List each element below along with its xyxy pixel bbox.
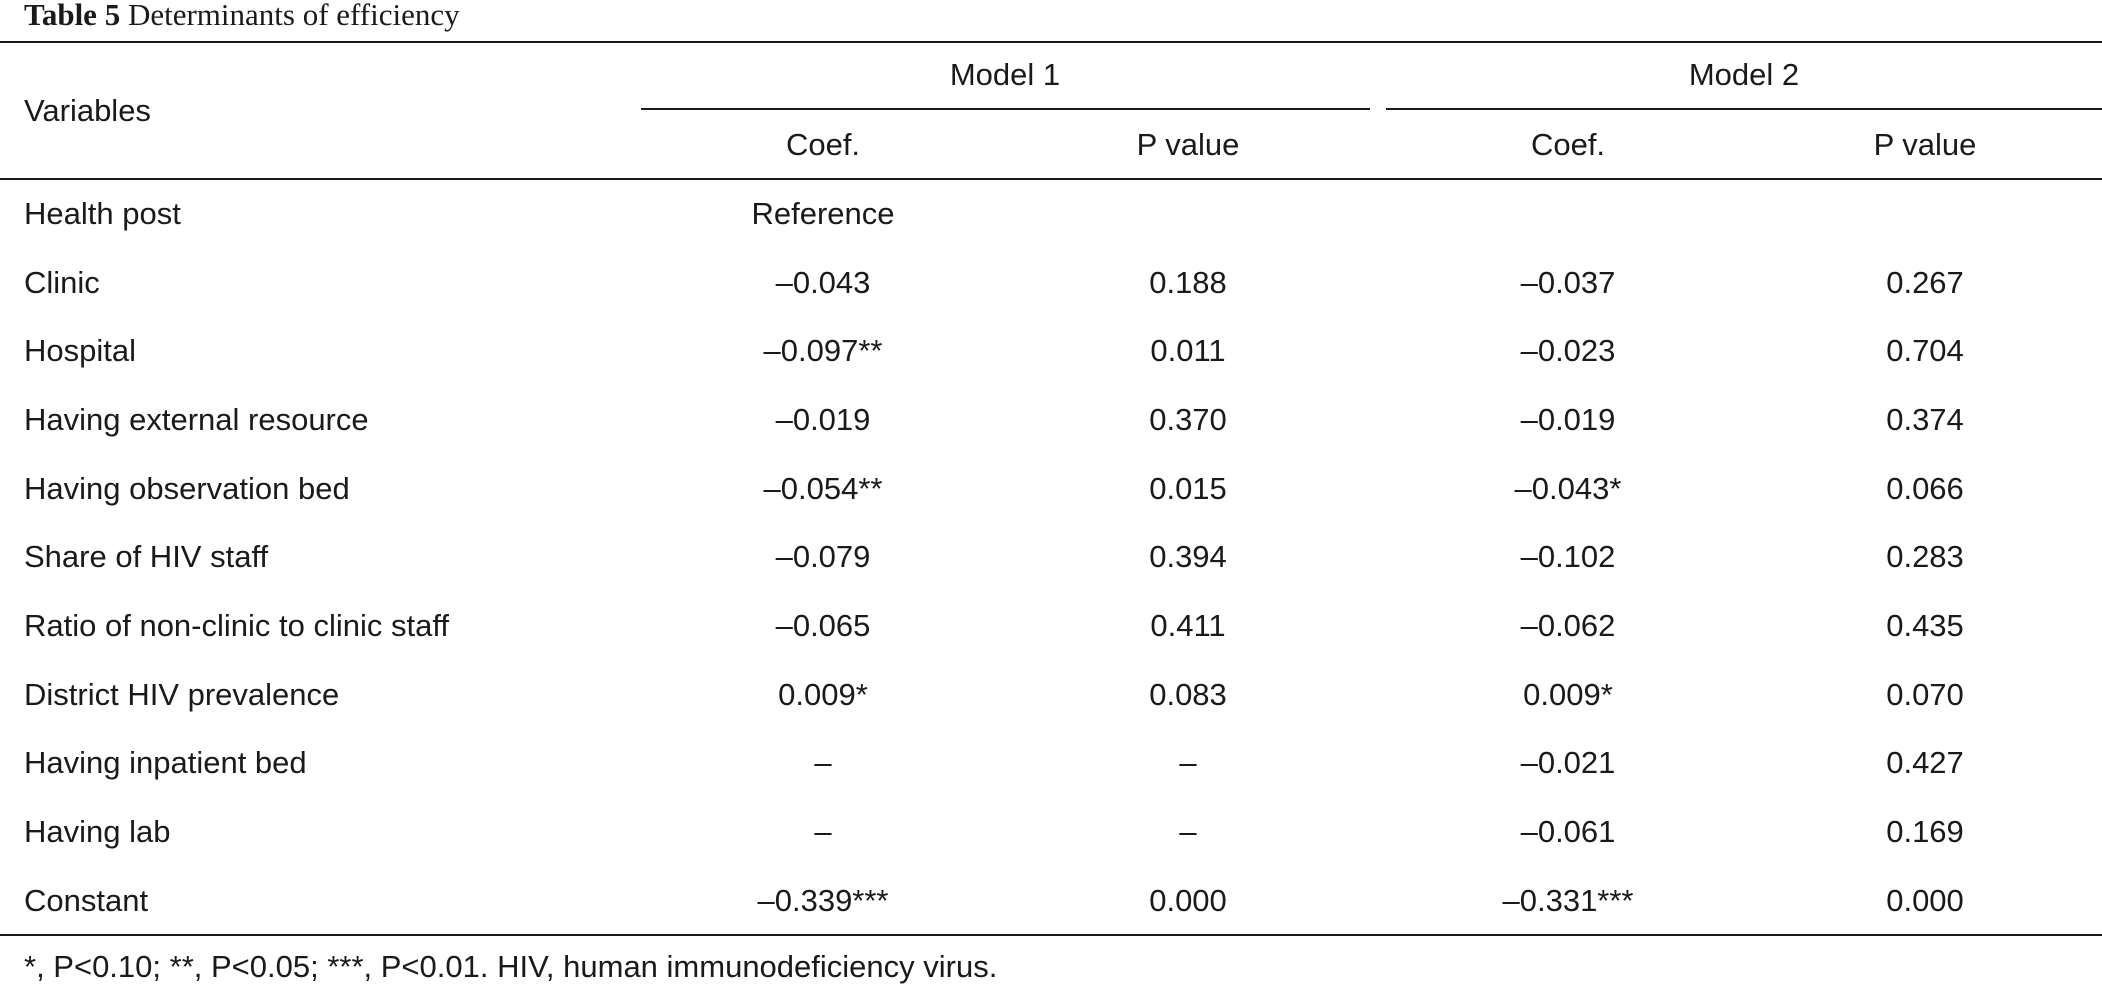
model1-underline: [641, 108, 1370, 110]
m2-coef-cell: –0.037: [1520, 265, 1616, 300]
m2-coef-cell: –0.061: [1520, 814, 1616, 849]
m1-coef-cell: –: [814, 745, 832, 780]
m2-pvalue-cell: 0.435: [1886, 608, 1964, 643]
table-label: Table 5: [24, 0, 121, 32]
m1-coef-cell: –0.097**: [763, 333, 883, 368]
m2-pvalue-cell: 0.427: [1886, 745, 1964, 780]
variable-cell: District HIV prevalence: [24, 677, 340, 712]
variable-cell: Having observation bed: [24, 471, 350, 506]
m1-coef-cell: –0.079: [775, 539, 871, 574]
variable-cell: Hospital: [24, 333, 136, 368]
m2-coef-cell: –0.043*: [1514, 471, 1622, 506]
bottom-rule: [0, 934, 2102, 936]
table-caption: Table 5 Determinants of efficiency: [24, 0, 460, 32]
m1-pvalue-cell: 0.394: [1149, 539, 1227, 574]
header-model2: Model 2: [1688, 57, 1800, 92]
table-title: Determinants of efficiency: [127, 0, 460, 32]
m2-pvalue-cell: 0.066: [1886, 471, 1964, 506]
m1-pvalue-cell: 0.000: [1149, 883, 1227, 918]
header-variables: Variables: [24, 93, 151, 128]
variable-cell: Ratio of non-clinic to clinic staff: [24, 608, 450, 643]
header-model1: Model 1: [949, 57, 1061, 92]
variable-cell: Clinic: [24, 265, 100, 300]
m2-coef-cell: –0.023: [1520, 333, 1616, 368]
m2-coef-cell: –0.102: [1520, 539, 1616, 574]
variable-cell: Health post: [24, 196, 181, 231]
m1-pvalue-cell: 0.370: [1149, 402, 1227, 437]
m2-pvalue-cell: 0.169: [1886, 814, 1964, 849]
m1-pvalue-cell: –: [1179, 814, 1197, 849]
m1-pvalue-cell: 0.411: [1150, 608, 1226, 643]
m1-pvalue-cell: 0.011: [1150, 333, 1226, 368]
variable-cell: Constant: [24, 883, 149, 918]
m2-coef-cell: –0.062: [1520, 608, 1616, 643]
variable-cell: Having external resource: [24, 402, 369, 437]
m1-coef-cell: –: [814, 814, 832, 849]
m1-coef-cell: –0.054**: [763, 471, 883, 506]
m1-coef-cell: –0.065: [775, 608, 871, 643]
model2-underline: [1386, 108, 2102, 110]
top-rule: [0, 41, 2102, 43]
m1-coef-cell: –0.019: [775, 402, 871, 437]
m2-pvalue-cell: 0.070: [1886, 677, 1964, 712]
variable-cell: Having lab: [24, 814, 171, 849]
header-m2-pvalue: P value: [1873, 127, 1977, 162]
variable-cell: Having inpatient bed: [24, 745, 307, 780]
m1-pvalue-cell: 0.188: [1149, 265, 1227, 300]
m1-pvalue-cell: –: [1179, 745, 1197, 780]
m2-coef-cell: –0.019: [1520, 402, 1616, 437]
m2-pvalue-cell: 0.374: [1886, 402, 1964, 437]
m2-coef-cell: 0.009*: [1523, 677, 1613, 712]
m1-coef-cell: Reference: [751, 196, 895, 231]
m2-pvalue-cell: 0.283: [1886, 539, 1964, 574]
header-m1-coef: Coef.: [785, 127, 861, 162]
m1-pvalue-cell: 0.015: [1149, 471, 1227, 506]
m2-coef-cell: –0.331***: [1502, 883, 1634, 918]
header-m1-pvalue: P value: [1136, 127, 1240, 162]
m2-pvalue-cell: 0.000: [1886, 883, 1964, 918]
m1-pvalue-cell: 0.083: [1149, 677, 1227, 712]
m1-coef-cell: 0.009*: [778, 677, 868, 712]
variable-cell: Share of HIV staff: [24, 539, 269, 574]
m1-coef-cell: –0.339***: [757, 883, 889, 918]
table-footnote: *, P<0.10; **, P<0.05; ***, P<0.01. HIV,…: [24, 949, 998, 984]
header-rule: [0, 178, 2102, 180]
header-m2-coef: Coef.: [1530, 127, 1606, 162]
m1-coef-cell: –0.043: [775, 265, 871, 300]
m2-pvalue-cell: 0.267: [1886, 265, 1964, 300]
m2-pvalue-cell: 0.704: [1886, 333, 1964, 368]
m2-coef-cell: –0.021: [1520, 745, 1616, 780]
